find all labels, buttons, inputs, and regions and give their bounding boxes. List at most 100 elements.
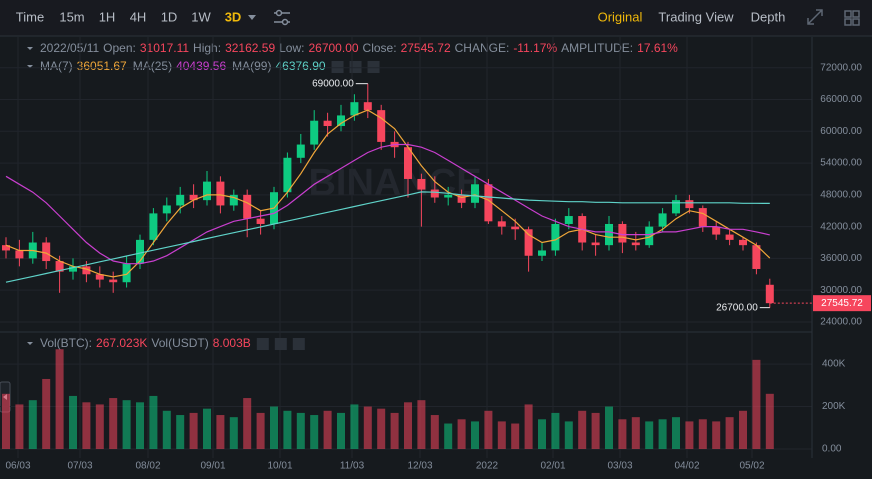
dropdown-arrow[interactable]	[248, 15, 256, 20]
candle-body	[497, 221, 506, 227]
volume-bar	[538, 419, 546, 449]
interval-tab[interactable]: Time	[16, 9, 44, 24]
volume-value: 267.023K	[96, 336, 147, 350]
candle-body	[95, 274, 104, 280]
interval-tab[interactable]: 1W	[191, 9, 211, 24]
candle-body	[712, 226, 721, 235]
volume-bar	[283, 410, 292, 449]
candle-body	[444, 194, 453, 198]
candle-body	[310, 120, 319, 145]
x-tick-label: 10/01	[267, 461, 292, 472]
candle-body	[417, 178, 426, 190]
layout-icon[interactable]	[844, 10, 860, 26]
candle-body	[591, 242, 600, 246]
ma-line	[5, 143, 770, 265]
panel-button[interactable]	[331, 61, 344, 73]
candle-body	[15, 250, 24, 259]
candle-body	[618, 223, 627, 243]
x-tick-label: 2022	[476, 461, 499, 472]
candle-body	[176, 194, 185, 206]
panel-button[interactable]	[256, 338, 269, 350]
candle-body	[203, 181, 211, 201]
volume-bar	[631, 417, 640, 449]
fullscreen-icon[interactable]	[807, 9, 823, 25]
volume-bar	[229, 417, 238, 449]
collapse-caret	[27, 47, 33, 50]
panel-button[interactable]	[349, 61, 362, 73]
interval-tab[interactable]: 1D	[161, 9, 178, 24]
volume-bar	[444, 423, 453, 449]
volume-bar	[430, 415, 439, 449]
candle-body	[337, 115, 345, 127]
volume-bar	[511, 423, 520, 449]
volume-bar	[42, 378, 51, 449]
candle-body	[605, 223, 613, 246]
volume-bar	[136, 402, 144, 449]
candle-body	[296, 144, 305, 158]
y-tick-label: 54000.00	[820, 158, 862, 169]
toolbar-icon[interactable]	[274, 9, 290, 26]
volume-bar	[176, 415, 185, 449]
volume-bar	[578, 410, 587, 449]
candle-body	[229, 194, 238, 206]
y-tick-label: 72000.00	[820, 62, 862, 73]
volume-label: Vol(BTC):	[40, 336, 92, 350]
watermark: BINANCE	[308, 162, 481, 204]
x-tick-label: 06/03	[5, 461, 30, 472]
candle-body	[645, 226, 654, 246]
label: Open:	[103, 41, 136, 55]
volume-bar	[390, 412, 399, 449]
volume-bar	[765, 393, 774, 449]
view-tab[interactable]: Original	[598, 9, 643, 24]
volume-bar	[712, 421, 721, 449]
volume-bar	[350, 404, 359, 449]
candle-body	[524, 229, 533, 256]
candle-body	[149, 213, 158, 240]
ma-line	[5, 109, 771, 278]
ma-label: MA(25)	[133, 59, 172, 73]
candle-body	[377, 110, 386, 142]
y-tick-label: 0.00	[822, 444, 842, 455]
panel-button[interactable]	[292, 338, 305, 350]
y-tick-label: 60000.00	[820, 126, 862, 137]
volume-bar	[216, 415, 225, 449]
interval-tab[interactable]: 15m	[59, 9, 84, 24]
interval-tab[interactable]: 4H	[130, 9, 147, 24]
candle-body	[631, 242, 640, 246]
view-tab[interactable]: Depth	[751, 9, 786, 24]
ma-line	[5, 191, 770, 283]
volume-bar	[645, 421, 654, 449]
candle-body	[109, 279, 118, 283]
volume-bar	[484, 410, 493, 449]
panel-button[interactable]	[274, 338, 287, 350]
candle-body	[189, 194, 198, 201]
view-tab[interactable]: Trading View	[658, 9, 734, 24]
volume-bar	[203, 408, 211, 449]
ma-value: 40439.56	[176, 59, 226, 73]
candle-body	[216, 181, 225, 206]
candle-body	[471, 184, 479, 203]
volume-bar	[82, 402, 91, 449]
candle-body	[162, 205, 171, 214]
candle-body	[765, 284, 774, 304]
volume-bar	[725, 417, 734, 449]
y-tick-label: 48000.00	[820, 189, 862, 200]
candle-body	[122, 263, 131, 283]
candle-body	[42, 242, 51, 262]
x-tick-label: 08/02	[135, 461, 160, 472]
candle-body	[685, 200, 694, 209]
interval-tab[interactable]: 1H	[99, 9, 116, 24]
y-tick-label: 24000.00	[820, 317, 862, 328]
volume-bar	[564, 421, 573, 449]
volume-bar	[698, 419, 707, 449]
panel-button[interactable]	[367, 61, 380, 73]
y-tick-label: 36000.00	[820, 253, 862, 264]
value: 32162.59	[225, 41, 275, 55]
volume-bar	[296, 412, 305, 449]
interval-tab[interactable]: 3D	[225, 9, 242, 24]
candle-body	[430, 189, 439, 198]
collapse-caret	[27, 342, 33, 345]
max-label: 69000.00	[312, 78, 354, 89]
